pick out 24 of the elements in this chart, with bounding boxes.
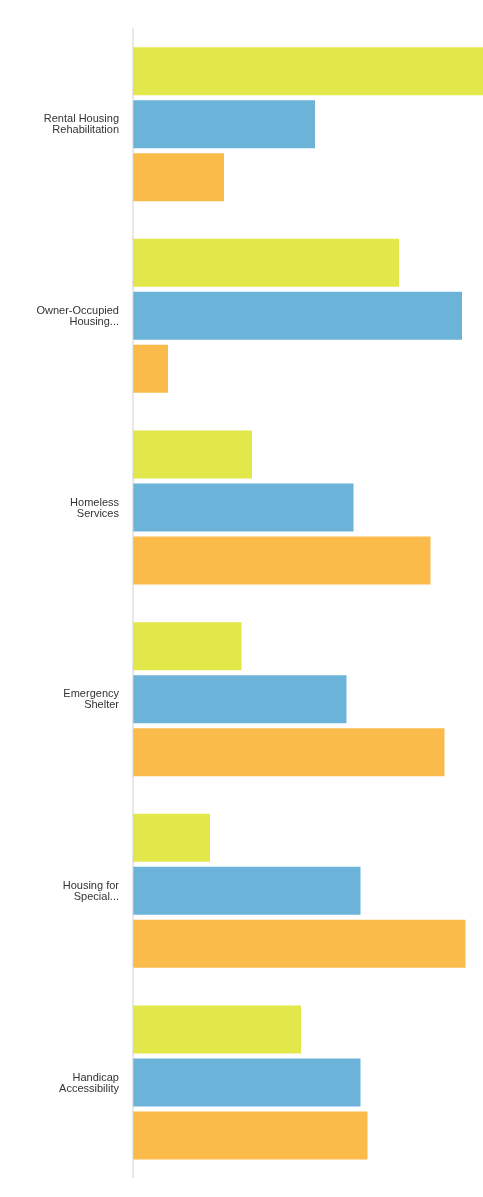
- bar: [133, 536, 431, 585]
- bar: [133, 430, 252, 479]
- bar: [133, 1111, 368, 1160]
- bar: [133, 728, 445, 777]
- y-tick-label: Emergency Shelter: [63, 687, 120, 711]
- bar: [133, 1005, 301, 1054]
- bar: [133, 483, 354, 532]
- y-tick-label: Rental Housing Rehabilitation: [43, 112, 119, 136]
- bar: [133, 919, 466, 968]
- y-tick-label: Owner-Occupied Housing...: [36, 303, 119, 327]
- bar: [133, 153, 224, 202]
- bar: [133, 1058, 361, 1107]
- bar: [133, 344, 168, 393]
- bar: [133, 675, 347, 724]
- y-tick-label: Handicap Accessibility: [59, 1070, 120, 1094]
- y-tick-label: Housing for Special...: [62, 878, 120, 902]
- bar: [133, 100, 315, 149]
- bar: [133, 813, 210, 862]
- bar: [133, 622, 242, 671]
- bar: [133, 47, 483, 96]
- bar: [133, 291, 462, 340]
- bar: [133, 238, 399, 287]
- bar: [133, 866, 361, 915]
- y-tick-label: Homeless Services: [70, 495, 120, 519]
